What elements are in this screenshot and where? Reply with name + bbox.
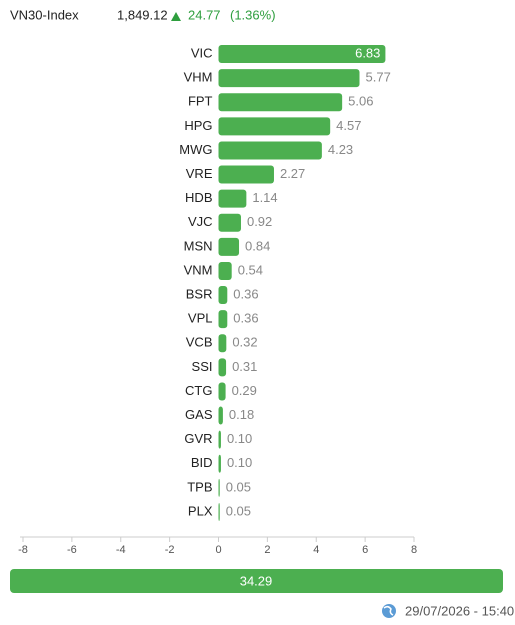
- bar: [218, 430, 221, 449]
- x-tick-label: 6: [362, 544, 368, 556]
- x-tick-label: -8: [18, 544, 28, 556]
- category-label: VRE: [186, 166, 213, 181]
- category-label: VNM: [184, 262, 213, 277]
- value-label: 0.05: [226, 479, 251, 494]
- total-label: 34.29: [240, 573, 273, 588]
- bar: [218, 45, 386, 64]
- category-label: MSN: [184, 238, 213, 253]
- value-label: 0.29: [232, 383, 257, 398]
- category-label: VHM: [184, 70, 213, 85]
- x-tick-label: -4: [116, 544, 126, 556]
- bar: [218, 286, 228, 305]
- bar: [218, 478, 220, 497]
- value-label: 4.23: [328, 142, 353, 157]
- total-bar: [10, 569, 503, 593]
- value-label: 0.84: [245, 238, 270, 253]
- category-label: HPG: [184, 118, 212, 133]
- x-tick-label: 4: [313, 544, 319, 556]
- x-tick-label: -6: [67, 544, 77, 556]
- category-label: HDB: [185, 190, 212, 205]
- category-label: BSR: [186, 286, 213, 301]
- x-tick-label: 0: [215, 544, 221, 556]
- category-label: PLX: [188, 503, 213, 518]
- category-label: GAS: [185, 407, 213, 422]
- category-label: SSI: [192, 359, 213, 374]
- x-tick-label: -2: [165, 544, 175, 556]
- value-label: 1.14: [252, 190, 277, 205]
- value-label: 0.31: [232, 359, 257, 374]
- bar: [218, 261, 232, 280]
- bar: [218, 141, 322, 160]
- category-label: VPL: [188, 311, 213, 326]
- category-label: BID: [191, 455, 213, 470]
- value-label: 0.54: [238, 262, 263, 277]
- bar: [218, 117, 331, 136]
- value-label: 6.83: [355, 45, 380, 60]
- bar: [218, 93, 343, 112]
- category-label: VJC: [188, 214, 213, 229]
- bar: [218, 213, 241, 232]
- category-label: MWG: [179, 142, 212, 157]
- bar: [218, 237, 240, 256]
- bar: [218, 310, 228, 329]
- value-label: 0.32: [232, 335, 257, 350]
- index-change-pct: (1.36%): [230, 7, 276, 22]
- value-label: 0.36: [233, 311, 258, 326]
- bar: [218, 406, 223, 425]
- globe-icon: [382, 604, 396, 618]
- value-label: 5.06: [348, 94, 373, 109]
- bar: [218, 382, 226, 401]
- value-label: 2.27: [280, 166, 305, 181]
- category-label: FPT: [188, 94, 213, 109]
- x-tick-label: 2: [264, 544, 270, 556]
- timestamp: 29/07/2026 - 15:40: [405, 603, 514, 618]
- up-arrow: [171, 12, 181, 21]
- category-label: VIC: [191, 45, 213, 60]
- category-label: GVR: [184, 431, 212, 446]
- bar: [218, 334, 227, 353]
- bar: [218, 502, 220, 521]
- value-label: 0.10: [227, 455, 252, 470]
- value-label: 0.10: [227, 431, 252, 446]
- bar: [218, 189, 247, 208]
- index-value: 1,849.12: [117, 7, 168, 22]
- category-label: VCB: [186, 335, 213, 350]
- bar: [218, 454, 221, 473]
- value-label: 0.18: [229, 407, 254, 422]
- category-label: TPB: [187, 479, 212, 494]
- value-label: 5.77: [366, 70, 391, 85]
- x-tick-label: 8: [411, 544, 417, 556]
- bar: [218, 358, 227, 377]
- bar: [218, 165, 274, 184]
- category-label: CTG: [185, 383, 212, 398]
- value-label: 0.92: [247, 214, 272, 229]
- value-label: 4.57: [336, 118, 361, 133]
- index-change: 24.77: [188, 7, 221, 22]
- bar: [218, 69, 360, 88]
- value-label: 0.05: [226, 503, 251, 518]
- value-label: 0.36: [233, 286, 258, 301]
- index-name: VN30-Index: [10, 7, 79, 22]
